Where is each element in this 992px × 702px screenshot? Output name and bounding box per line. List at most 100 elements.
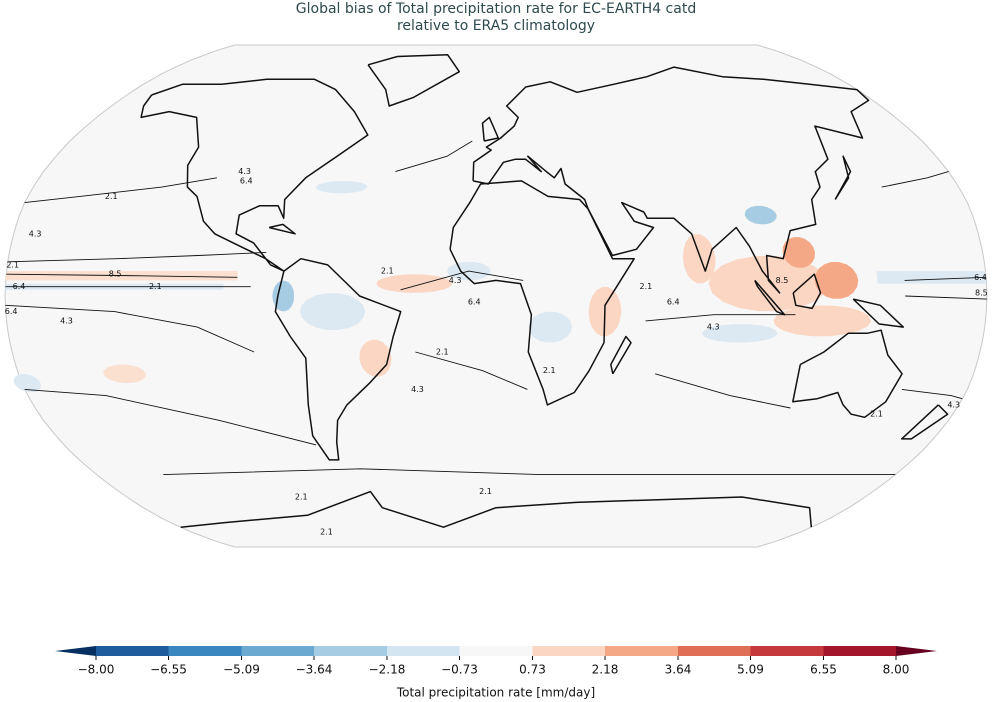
colorbar-bin bbox=[605, 646, 679, 656]
colorbar-bin bbox=[678, 646, 751, 656]
contour-line bbox=[24, 177, 217, 204]
contour-line bbox=[6, 273, 238, 278]
contour-label: 8.5 bbox=[109, 270, 122, 279]
contour-label: 2.1 bbox=[105, 192, 118, 201]
contour-label: 6.4 bbox=[974, 273, 987, 282]
bias-patch bbox=[773, 305, 872, 337]
coastline bbox=[180, 490, 813, 528]
colorbar-bin bbox=[750, 646, 824, 656]
contour-line bbox=[645, 314, 796, 322]
coastline bbox=[472, 66, 870, 294]
coastline bbox=[449, 180, 635, 406]
contour-line bbox=[163, 468, 896, 476]
contour-label: 2.1 bbox=[870, 410, 883, 419]
contour-label: 2.1 bbox=[6, 260, 19, 269]
contour-label: 4.3 bbox=[411, 385, 424, 394]
contour-line bbox=[24, 388, 317, 446]
colorbar-bin bbox=[314, 646, 388, 656]
contour-label: 2.1 bbox=[543, 366, 556, 375]
colorbar-bin bbox=[387, 646, 460, 656]
contour-label: 4.3 bbox=[29, 229, 42, 238]
coastline bbox=[900, 404, 949, 440]
bias-patch bbox=[272, 280, 295, 312]
colorbar-tick-label: 5.09 bbox=[737, 663, 764, 677]
bias-patch bbox=[708, 256, 829, 312]
bias-patch bbox=[376, 274, 453, 293]
contour-line bbox=[415, 351, 528, 390]
contour-label: 2.1 bbox=[479, 487, 492, 496]
contour-label: 6.4 bbox=[240, 176, 253, 185]
colorbar-bin bbox=[459, 646, 533, 656]
map-area: 4.32.12.18.56.46.44.32.14.36.42.14.36.42… bbox=[4, 44, 988, 548]
contour-label: 2.1 bbox=[149, 282, 162, 291]
contour-label: 4.3 bbox=[60, 316, 73, 325]
contour-label: 4.3 bbox=[449, 276, 462, 285]
contour-label: 2.1 bbox=[320, 527, 333, 536]
colorbar-bin bbox=[241, 646, 315, 656]
coastline bbox=[274, 257, 402, 461]
contour-line bbox=[881, 171, 949, 188]
contour-line bbox=[904, 276, 987, 281]
contour-line bbox=[901, 388, 963, 400]
bias-patch bbox=[299, 293, 366, 330]
coastline bbox=[792, 273, 822, 310]
coastline bbox=[610, 335, 632, 375]
colorbar-tick-label: 6.55 bbox=[810, 663, 837, 677]
colorbar-tick-label: 8.00 bbox=[883, 663, 910, 677]
contour-line bbox=[655, 373, 791, 409]
contour-label: 2.1 bbox=[295, 493, 308, 502]
contour-label: 4.3 bbox=[947, 400, 960, 409]
bias-patch bbox=[782, 237, 815, 268]
contour-line bbox=[7, 251, 267, 263]
colorbar-bin bbox=[168, 646, 242, 656]
colorbar-tick-label: 3.64 bbox=[665, 663, 692, 677]
contour-label: 2.1 bbox=[436, 348, 449, 357]
contour-label: 2.1 bbox=[640, 282, 653, 291]
colorbar-tick-label: −5.09 bbox=[223, 663, 260, 677]
contour-line bbox=[5, 304, 255, 353]
bias-patch bbox=[814, 262, 859, 299]
bias-patch bbox=[13, 374, 41, 393]
bias-patch bbox=[103, 364, 146, 383]
bias-patch bbox=[316, 181, 368, 194]
contour-line bbox=[400, 270, 524, 291]
coastline bbox=[367, 53, 461, 107]
contour-label: 6.4 bbox=[5, 307, 18, 316]
contour-label: 6.4 bbox=[13, 282, 26, 291]
colorbar-tick-label: 2.18 bbox=[592, 663, 619, 677]
colorbar-tick-label: −3.64 bbox=[296, 663, 333, 677]
map-background bbox=[4, 44, 988, 548]
colorbar-extend bbox=[896, 646, 937, 656]
colorbar-bin bbox=[532, 646, 606, 656]
colorbar-tick-label: −2.18 bbox=[369, 663, 406, 677]
contour-label: 6.4 bbox=[468, 298, 481, 307]
bias-patch bbox=[528, 311, 572, 343]
bias-patch bbox=[744, 205, 777, 225]
colorbar-label: Total precipitation rate [mm/day] bbox=[396, 686, 595, 700]
bias-patch bbox=[876, 271, 987, 284]
colorbar-tick-label: −8.00 bbox=[78, 663, 115, 677]
contour-line bbox=[905, 295, 987, 300]
colorbar-bin bbox=[823, 646, 897, 656]
colorbar-tick-label: −6.55 bbox=[150, 663, 187, 677]
contour-label: 8.5 bbox=[776, 276, 789, 285]
bias-patch bbox=[701, 324, 778, 343]
contour-line bbox=[395, 140, 473, 173]
colorbar-extend bbox=[55, 646, 96, 656]
coastline bbox=[852, 298, 905, 328]
contour-label: 4.3 bbox=[238, 167, 251, 176]
coastline bbox=[792, 329, 903, 419]
colorbar-tick-label: −0.73 bbox=[441, 663, 478, 677]
coastline bbox=[754, 279, 786, 316]
colorbar: −8.00 −6.55 −5.09 −3.64 −2.18 −0.73 0.73 2.18 3.… bbox=[55, 646, 937, 677]
colorbar-tick-label: 0.73 bbox=[519, 663, 546, 677]
coastline bbox=[140, 78, 369, 272]
contour-label: 6.4 bbox=[667, 298, 680, 307]
title-line: Global bias of Total precipitation rate … bbox=[296, 1, 696, 17]
coastline bbox=[481, 116, 500, 142]
colorbar-bin bbox=[96, 646, 169, 656]
contour-label: 2.1 bbox=[381, 267, 394, 276]
coastline bbox=[268, 223, 296, 235]
bias-patch bbox=[682, 234, 716, 284]
